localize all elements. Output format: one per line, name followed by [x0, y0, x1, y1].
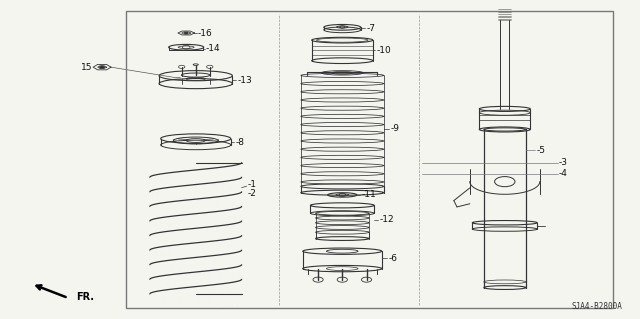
Text: -7: -7: [367, 24, 376, 33]
Text: -4: -4: [559, 169, 568, 178]
Text: -8: -8: [236, 137, 244, 147]
Text: 15: 15: [81, 63, 93, 72]
Text: -14: -14: [205, 44, 220, 53]
Ellipse shape: [100, 66, 104, 69]
Text: -16: -16: [198, 28, 212, 38]
Bar: [125, 11, 613, 308]
Text: -2: -2: [248, 189, 257, 198]
Text: -3: -3: [559, 158, 568, 167]
Text: SJA4-B2800A: SJA4-B2800A: [572, 302, 623, 311]
Ellipse shape: [193, 64, 198, 65]
Text: -9: -9: [390, 124, 399, 133]
Text: FR.: FR.: [76, 293, 94, 302]
Text: -11: -11: [362, 190, 376, 199]
Text: -13: -13: [237, 76, 252, 85]
Text: -10: -10: [377, 46, 392, 55]
Text: -6: -6: [388, 254, 397, 263]
Text: -12: -12: [380, 215, 394, 224]
Ellipse shape: [184, 32, 188, 34]
Text: -5: -5: [537, 145, 546, 154]
Text: -1: -1: [248, 180, 257, 189]
